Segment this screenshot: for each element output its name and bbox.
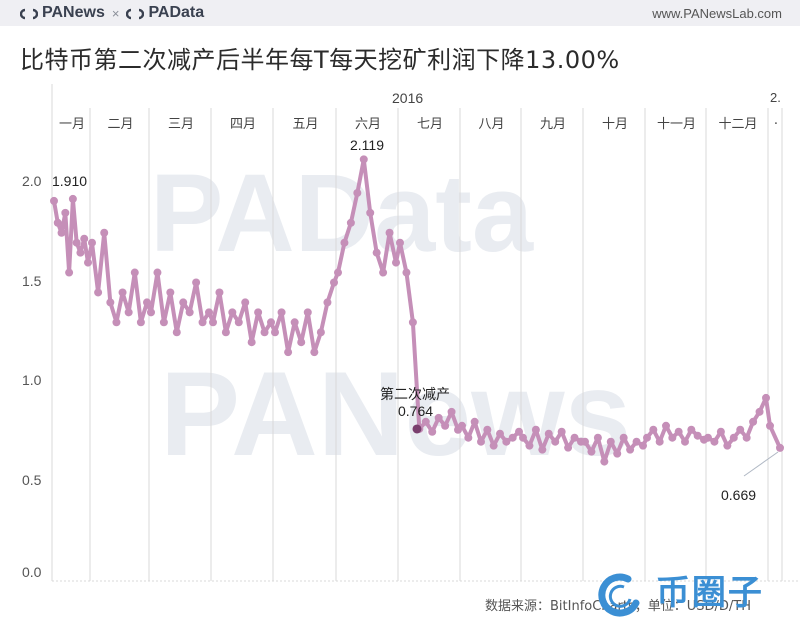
- month-label-nov: 十一月: [656, 117, 696, 132]
- chart-series: [50, 155, 784, 477]
- overlay-logo: 币圈子: [598, 565, 764, 617]
- watermark-panews: PANews: [160, 347, 632, 481]
- overlay-logo-icon: [598, 573, 640, 617]
- chart-gridlines: [51, 84, 800, 582]
- annotation-halving-value: 0.764: [398, 403, 434, 419]
- padata-logo-icon: [126, 7, 145, 20]
- month-label-feb: 二月: [107, 117, 134, 132]
- month-label-aug: 八月: [478, 117, 505, 132]
- month-label-apr: 四月: [229, 117, 256, 132]
- month-label-mar: 三月: [167, 117, 194, 132]
- y-tick-2.0: 2.0: [22, 173, 42, 189]
- chart-title: 比特币第二次减产后半年每T每天挖矿利润下降13.00%: [20, 46, 620, 74]
- y-tick-1.0: 1.0: [22, 372, 42, 388]
- brand-panews: PANews: [42, 4, 105, 21]
- month-label-may: 五月: [292, 117, 319, 132]
- year-label: 2016: [392, 90, 424, 106]
- header-bar: PANews × PAData www.PANewsLab.com: [0, 0, 800, 26]
- month-label-jun: 六月: [354, 117, 381, 132]
- month-label-next: .: [773, 113, 779, 128]
- brand-padata: PAData: [148, 4, 205, 21]
- annotation-peak-value: 2.119: [350, 137, 384, 153]
- y-tick-0.0: 0.0: [22, 564, 42, 580]
- brand-separator: ×: [111, 5, 120, 21]
- month-label-oct: 十月: [601, 117, 628, 132]
- y-tick-1.5: 1.5: [22, 273, 42, 289]
- annotation-end-value: 0.669: [721, 487, 757, 503]
- site-url: www.PANewsLab.com: [652, 6, 782, 21]
- annotation-start-value: 1.910: [52, 173, 88, 189]
- overlay-logo-text: 币圈子: [655, 573, 764, 613]
- year-label-next: 2.: [770, 90, 781, 105]
- month-label-dec: 十二月: [718, 117, 758, 132]
- panews-logo-icon: [19, 7, 39, 20]
- brand-logos: PANews × PAData: [19, 4, 205, 22]
- month-label-sep: 九月: [539, 117, 566, 132]
- month-label-jan: 一月: [58, 117, 85, 132]
- y-tick-0.5: 0.5: [22, 472, 42, 488]
- annotation-halving-label: 第二次减产: [380, 386, 450, 402]
- month-label-jul: 七月: [416, 117, 443, 132]
